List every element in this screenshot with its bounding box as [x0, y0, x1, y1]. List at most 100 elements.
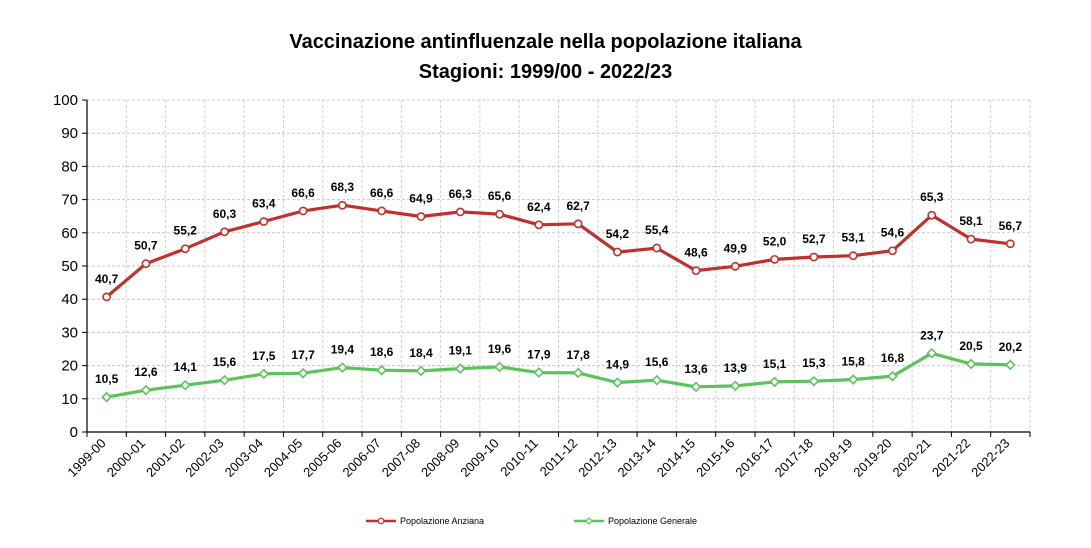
y-tick-label: 80: [61, 158, 78, 175]
x-tick-label: 2002-03: [182, 436, 226, 480]
x-tick-label: 2000-01: [104, 436, 148, 480]
data-point: [141, 259, 151, 269]
x-tick-label: 2003-04: [222, 436, 266, 480]
y-tick-label: 30: [61, 324, 78, 341]
data-point: [847, 374, 859, 385]
x-tick-label: 2001-02: [143, 436, 187, 480]
data-label: 58,1: [959, 214, 983, 228]
series-line-generale: [106, 351, 1011, 399]
data-label: 20,5: [959, 339, 983, 353]
data-point: [337, 200, 347, 210]
data-point: [298, 206, 308, 216]
data-label: 52,0: [763, 234, 787, 248]
data-point: [258, 368, 270, 380]
data-label: 19,4: [331, 343, 355, 357]
data-label: 62,7: [566, 199, 590, 213]
data-point: [966, 234, 976, 244]
data-label: 66,6: [291, 186, 315, 200]
data-label: 66,3: [449, 187, 473, 201]
x-tick-label: 2015-16: [693, 436, 737, 480]
data-label: 53,1: [842, 231, 866, 245]
chart-subtitle: Stagioni: 1999/00 - 2022/23: [418, 61, 673, 83]
data-point: [690, 381, 702, 393]
x-tick-label: 2007-08: [379, 436, 423, 480]
data-label: 40,7: [95, 272, 119, 286]
data-point: [455, 207, 465, 217]
data-label: 14,9: [606, 358, 630, 372]
data-point: [376, 364, 388, 376]
data-label: 15,3: [802, 356, 826, 370]
x-tick-label: 2011-12: [537, 436, 581, 480]
data-label: 55,4: [645, 223, 669, 237]
legend-marker: [585, 517, 593, 525]
data-point: [416, 212, 426, 221]
data-label: 18,4: [409, 346, 433, 360]
data-point: [730, 261, 740, 271]
data-label: 50,7: [134, 239, 158, 253]
data-label: 62,4: [527, 200, 551, 214]
data-point: [927, 210, 937, 220]
data-label: 54,2: [606, 227, 630, 241]
y-tick-label: 20: [61, 358, 78, 375]
data-point: [809, 252, 819, 262]
data-point: [652, 243, 662, 253]
data-point: [415, 365, 427, 377]
data-label: 12,6: [134, 365, 158, 379]
data-point: [965, 358, 977, 370]
x-tick-label: 2004-05: [261, 436, 305, 480]
data-label: 15,6: [213, 355, 237, 369]
data-point: [691, 266, 701, 276]
data-label: 65,3: [920, 190, 944, 204]
data-label: 10,5: [95, 372, 119, 386]
y-tick-label: 70: [61, 192, 78, 209]
x-tick-label: 1999-00: [64, 436, 108, 480]
x-tick-label: 2019-20: [850, 436, 894, 480]
series-line-anziana: [105, 203, 1011, 299]
data-label: 52,7: [802, 232, 826, 246]
data-point: [180, 244, 190, 254]
data-point: [651, 374, 663, 386]
data-point: [612, 377, 623, 388]
x-tick-label: 2009-10: [457, 436, 501, 480]
data-point: [770, 254, 780, 264]
data-point: [102, 292, 112, 302]
data-label: 15,1: [763, 357, 787, 371]
data-point: [1005, 359, 1016, 371]
data-label: 19,1: [449, 344, 473, 358]
data-label: 17,9: [527, 348, 551, 362]
data-label: 14,1: [174, 360, 198, 374]
x-tick-label: 2016-17: [732, 436, 776, 480]
y-tick-label: 60: [61, 225, 78, 242]
data-label: 17,7: [291, 348, 315, 362]
data-point: [337, 362, 348, 373]
data-point: [377, 206, 387, 216]
x-tick-label: 2017-18: [772, 436, 816, 480]
data-label: 17,8: [566, 348, 590, 362]
data-label: 55,2: [174, 224, 198, 238]
x-tick-label: 2021-22: [929, 436, 973, 480]
data-point: [495, 209, 504, 219]
data-label: 68,3: [331, 180, 355, 194]
y-tick-label: 40: [61, 291, 78, 308]
data-point: [572, 367, 584, 379]
data-point: [848, 251, 858, 261]
x-tick-label: 2010-11: [497, 436, 541, 480]
data-label: 16,8: [881, 351, 905, 365]
data-point: [887, 370, 898, 382]
data-label: 64,9: [409, 192, 433, 206]
data-label: 65,6: [488, 189, 512, 203]
y-tick-label: 50: [61, 258, 78, 275]
data-point: [1005, 239, 1015, 249]
data-label: 13,9: [724, 361, 748, 375]
data-label: 13,6: [684, 362, 708, 376]
y-tick-label: 90: [61, 125, 78, 142]
data-point: [534, 220, 544, 230]
data-point: [179, 379, 191, 391]
data-label: 23,7: [920, 328, 944, 342]
x-tick-label: 2005-06: [300, 436, 344, 480]
data-point: [533, 367, 545, 378]
y-tick-label: 0: [70, 424, 78, 441]
data-point: [140, 384, 152, 396]
data-label: 15,6: [645, 355, 669, 369]
